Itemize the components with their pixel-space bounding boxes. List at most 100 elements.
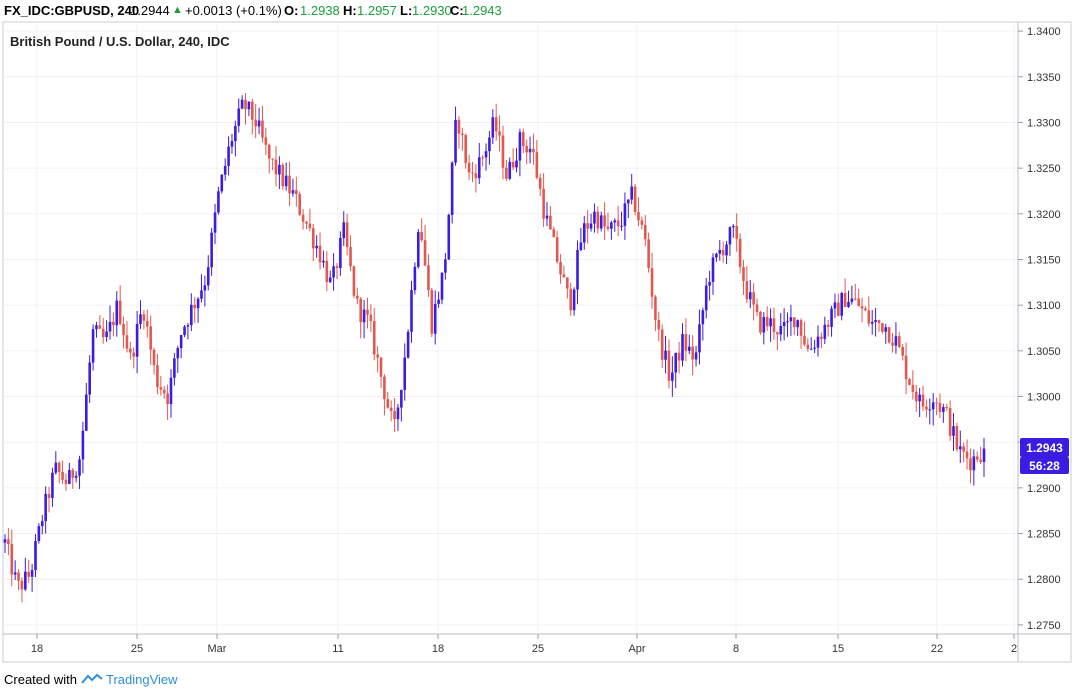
candle-body [149,326,152,350]
candle-body [701,310,705,325]
candle-body [874,320,877,322]
candle-body [61,471,64,480]
candle-body [139,314,142,324]
candle-body [315,245,318,249]
candle-body [494,117,498,132]
y-tick-label: 1.3150 [1027,254,1061,266]
candle-body [864,308,867,311]
candle-body [562,274,566,278]
candle-body [203,285,207,291]
candle-body [91,329,95,363]
candle-body [247,101,251,110]
candle-body [820,336,823,339]
candle-body [552,229,556,238]
tradingview-brand[interactable]: TradingView [106,672,178,687]
candle-body [948,408,952,436]
candle-body [454,119,457,163]
time-axis[interactable]: 18 25 Mar 11 18 25 Apr 8 15 22 2 [31,634,1017,655]
candle-body [593,211,596,224]
low-value: 1.2930 [412,3,452,18]
candle-body [396,407,400,420]
candle-body [837,302,840,316]
candle-body [437,299,440,304]
chart-grid [3,22,1018,634]
symbol-label[interactable]: FX_IDC:GBPUSD, 240 [4,3,140,18]
candle-body [488,137,491,152]
candle-body [464,135,468,163]
candle-body [393,411,396,420]
candle-body [281,164,285,187]
last-price-label: 1.2943 [1026,441,1063,455]
y-tick-label: 1.3250 [1027,163,1061,175]
candle-body [786,321,789,323]
candle-body [549,215,552,230]
x-tick-label: Apr [628,643,645,655]
candle-body [318,245,322,263]
candle-body [444,259,447,273]
candle-body [156,365,159,388]
candle-body [681,334,684,361]
candle-body [179,335,183,349]
candle-body [240,99,244,109]
candle-body [708,281,711,286]
close-label: C: [450,3,464,18]
candle-body [135,323,139,357]
candle-body [101,328,105,338]
candle-body [220,174,224,192]
candle-series [3,93,986,603]
candle-body [745,281,749,300]
candle-body [732,225,735,228]
candle-body [789,317,793,322]
candle-body [403,357,407,390]
candle-body [928,409,932,411]
y-tick-label: 1.3050 [1027,346,1061,358]
candle-body [776,332,779,335]
candle-body [586,223,589,229]
candle-body [332,266,335,278]
candle-body [616,220,620,227]
candle-body [877,320,881,324]
candle-body [738,238,742,268]
candle-body [762,317,766,333]
candle-body [579,242,583,250]
candle-body [715,253,718,258]
candle-body [589,223,593,229]
tradingview-logo-icon[interactable] [80,672,106,687]
candle-body [193,304,197,309]
candle-body [95,325,98,330]
candle-body [748,292,752,300]
candle-body [542,188,545,219]
candle-body [962,446,965,452]
candle-body [606,226,610,229]
candle-body [671,372,674,381]
candle-body [853,298,857,300]
candle-body [498,131,501,136]
candle-body [911,384,915,392]
candle-body [433,303,437,334]
candle-body [521,132,525,147]
candle-body [345,222,349,247]
candle-body [867,310,871,324]
candle-body [803,335,806,345]
candle-body [481,157,484,159]
candle-body [376,354,379,358]
candle-body [894,336,898,346]
candle-body [129,348,132,353]
candle-body [660,329,664,360]
candle-body [640,220,644,225]
candle-body [975,456,979,460]
price-axis[interactable]: 1.3400 1.3350 1.3300 1.3250 1.3200 1.3150 1.31… [1018,26,1061,632]
candle-body [30,570,34,577]
candle-body [898,336,901,347]
candle-body [674,352,678,373]
candle-body [264,137,268,145]
candle-body [200,290,203,299]
candle-body [406,331,410,358]
candle-body [958,446,962,450]
candle-body [13,572,17,575]
candle-body [528,148,532,153]
candle-body [599,215,603,229]
candle-body [37,526,41,542]
price-change: +0.0013 (+0.1%) [185,3,282,18]
